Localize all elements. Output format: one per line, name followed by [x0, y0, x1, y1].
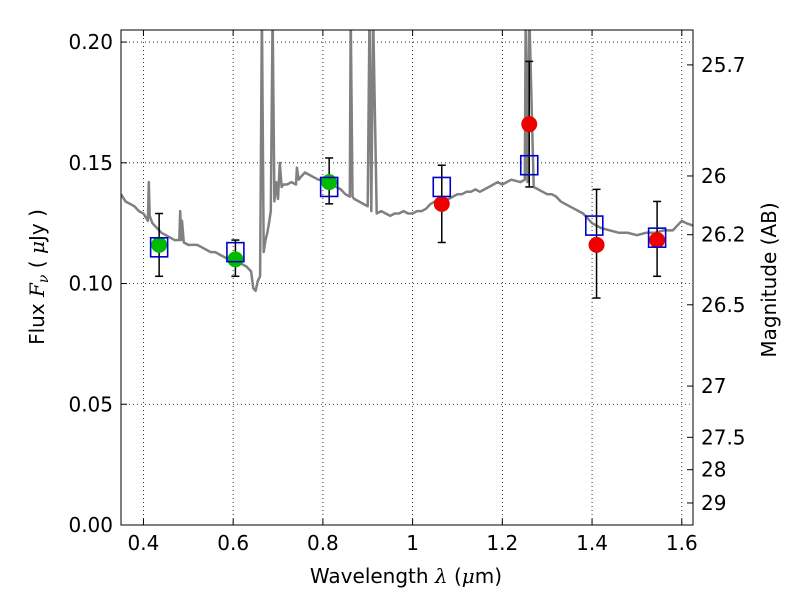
- mag-tick-label: 27.5: [701, 425, 746, 449]
- mag-tick-label: 25.7: [701, 53, 746, 77]
- x-tick-label: 0.8: [307, 531, 339, 555]
- mag-tick-label: 27: [701, 374, 726, 398]
- y-tick-label: 0.20: [68, 30, 113, 54]
- data-point: [227, 251, 244, 268]
- y-tick-label: 0.10: [68, 272, 113, 296]
- model-spectrum-line: [121, 30, 693, 293]
- data-markers: [149, 116, 667, 268]
- x-tick-label: 1.2: [486, 531, 518, 555]
- y2-axis-label: Magnitude (AB): [757, 202, 781, 357]
- x-tick-label: 1: [406, 531, 419, 555]
- plot-frame: [120, 29, 694, 526]
- data-point: [321, 174, 338, 191]
- mag-tick-label: 29: [701, 491, 726, 515]
- y-tick-label: 0.00: [68, 513, 113, 537]
- model-band-flux: [319, 176, 339, 198]
- model-band-flux: [149, 237, 169, 258]
- x-tick-label: 1.4: [576, 531, 608, 555]
- x-tick-label: 0.6: [217, 531, 249, 555]
- mag-tick-label: 26.2: [701, 223, 746, 247]
- mag-tick-label: 28: [701, 458, 726, 482]
- y-axis-label: Flux Fν ( μJy ): [25, 209, 52, 345]
- x-tick-label: 1.6: [666, 531, 698, 555]
- model-band-flux: [585, 215, 604, 236]
- axis-ticks: 0.4 0.6 0.8 1 1.2 1.4 1.6 0.00 0.05 0.10 0.15 0.20 2…: [68, 30, 746, 555]
- model-band-flux: [226, 241, 245, 263]
- x-tick-label: 0.4: [128, 531, 160, 555]
- x-axis-label: Wavelength λ (μm): [310, 564, 502, 588]
- mag-tick-label: 26: [701, 164, 726, 188]
- model-band-flux: [432, 176, 452, 198]
- y-tick-label: 0.05: [68, 392, 113, 416]
- data-point: [649, 232, 666, 249]
- model-spectrum: [121, 30, 693, 293]
- data-point: [151, 236, 168, 253]
- model-band-flux: [519, 154, 539, 176]
- data-point: [521, 116, 538, 133]
- y-tick-label: 0.15: [68, 151, 113, 175]
- model-band-flux: [647, 227, 667, 248]
- data-point: [588, 236, 605, 253]
- data-point: [433, 195, 450, 212]
- mag-tick-label: 26.5: [701, 293, 746, 317]
